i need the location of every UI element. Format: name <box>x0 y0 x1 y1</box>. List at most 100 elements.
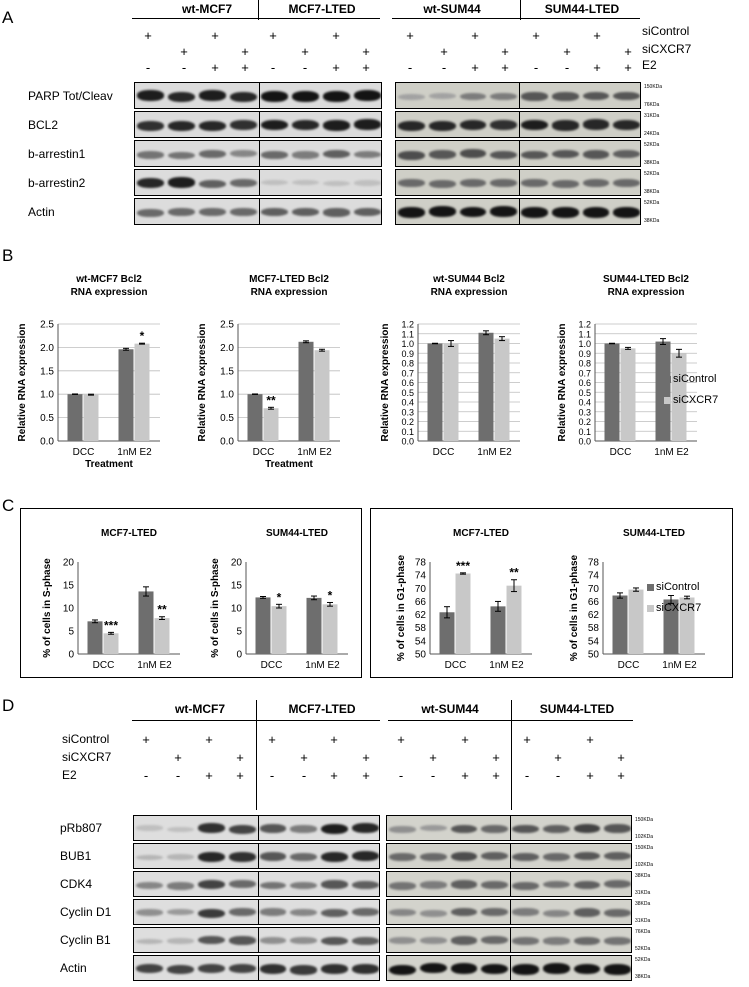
blot-lane-divider <box>259 83 260 108</box>
bar-chart-6: MCF7-LTED 50 54 58 62 66 70 74 78 % of cells in G… <box>396 528 532 671</box>
lane-sign-sicontrol: + <box>461 732 469 747</box>
blot-band <box>551 207 579 218</box>
blot-band <box>168 151 195 160</box>
bar-sicontrol <box>604 343 620 441</box>
x-tick-label: DCC <box>610 447 632 458</box>
bar-sicontrol <box>439 612 455 654</box>
x-tick-label: 1nM E2 <box>117 447 152 458</box>
blot-lane-divider <box>519 141 520 166</box>
group-label-wt-sum44: wt-SUM44 <box>423 2 481 16</box>
blot-strip-mcf7 <box>134 169 382 196</box>
blot-band <box>389 937 416 945</box>
y-tick-label: 0 <box>236 650 242 661</box>
blot-band <box>582 150 610 159</box>
y-tick-label: 0.5 <box>578 388 591 398</box>
blot-band <box>481 852 508 861</box>
blot-band <box>490 92 517 100</box>
blot-lane-divider <box>510 816 511 840</box>
bar-chart-4: MCF7-LTED 0 5 10 15 20 % of cells in S-phase DC… <box>42 528 180 671</box>
blot-band <box>573 908 601 917</box>
blot-strip-mcf7 <box>134 140 382 167</box>
blot-band <box>230 120 257 131</box>
kda-marker-label: 24KDa <box>644 131 660 137</box>
blot-band <box>490 150 517 160</box>
blot-band <box>290 908 318 916</box>
condition-label-e2: E2 <box>642 58 657 72</box>
blot-band <box>398 120 425 131</box>
significance-marker: ** <box>157 603 167 617</box>
y-tick-label: 0 <box>68 650 74 661</box>
y-axis-label: % of cells in G1-phase <box>569 554 580 661</box>
y-tick-label: 0.7 <box>401 368 414 378</box>
lane-sign-sicontrol: + <box>332 28 340 43</box>
blot-lane-divider <box>259 112 260 137</box>
blot-strip-mcf7 <box>133 843 380 869</box>
blot-band <box>573 823 601 833</box>
significance-marker: * <box>328 588 333 602</box>
blot-band <box>613 207 640 218</box>
blot-band <box>292 208 319 217</box>
blot-band <box>259 851 287 861</box>
lane-sign-sicxcr7: + <box>362 44 370 59</box>
blot-band <box>166 965 194 975</box>
x-tick-label: 1nM E2 <box>489 660 524 671</box>
blot-band <box>230 150 257 158</box>
blot-strip-sum44 <box>395 140 641 167</box>
lane-sign-sicontrol: + <box>205 732 213 747</box>
blot-band <box>604 908 631 917</box>
y-tick-label: 5 <box>236 627 242 638</box>
blot-band <box>512 908 539 916</box>
blot-lane-divider <box>510 956 511 980</box>
lane-sign-sicontrol: + <box>269 28 277 43</box>
blot-lane-divider <box>519 112 520 137</box>
kda-marker-label: 38KDa <box>635 974 651 980</box>
blot-strip-mcf7 <box>133 955 380 981</box>
blot-band <box>573 851 601 861</box>
blot-band <box>398 150 425 160</box>
blot-band <box>261 150 288 159</box>
kda-marker-label: 102KDa <box>635 862 654 868</box>
y-tick-label: 0.3 <box>401 407 414 417</box>
blot-band <box>450 824 478 834</box>
blot-band <box>398 207 425 218</box>
blot-band <box>604 964 631 975</box>
y-tick-label: 2.0 <box>40 343 54 354</box>
blot-band <box>228 963 256 973</box>
kda-marker-label: 38KDa <box>635 873 651 879</box>
kda-marker-label: 52KDa <box>644 171 660 177</box>
bar-sicontrol <box>427 343 443 441</box>
blot-band <box>582 91 610 101</box>
bar-sicxcr7 <box>455 573 471 654</box>
chart-title: MCF7-LTED Bcl2 RNA expression <box>249 274 329 298</box>
blot-band <box>168 92 195 103</box>
lane-sign-sicxcr7: + <box>563 44 571 59</box>
group-underline <box>132 18 380 19</box>
blot-band <box>521 92 548 101</box>
lane-sign-sicxcr7: + <box>501 44 509 59</box>
blot-band <box>261 180 288 186</box>
blot-band <box>542 937 570 945</box>
blot-band <box>197 908 225 919</box>
y-tick-label: 78 <box>415 558 427 569</box>
y-tick-label: 0.8 <box>401 359 414 369</box>
bar-sicxcr7 <box>671 353 687 441</box>
bar-sicxcr7 <box>103 633 119 654</box>
blot-band <box>136 854 163 861</box>
x-tick-label: 1nM E2 <box>662 660 697 671</box>
blot-band <box>290 825 318 833</box>
y-tick-label: 66 <box>588 597 600 608</box>
blot-band <box>604 937 631 945</box>
y-tick-label: 20 <box>231 558 243 569</box>
bar-sicxcr7 <box>322 604 338 654</box>
chart-title: MCF7-LTED <box>453 528 509 539</box>
blot-band <box>398 178 425 187</box>
legend-swatch-sicxcr7 <box>647 605 654 612</box>
blot-band <box>551 179 579 188</box>
blot-strip-sum44 <box>386 899 632 925</box>
kda-marker-label: 31KDa <box>635 890 651 896</box>
lane-sign-sicontrol: + <box>406 28 414 43</box>
blot-lane-divider <box>257 816 259 840</box>
blot-band <box>230 208 257 217</box>
bar-sicxcr7 <box>506 585 522 654</box>
blot-band <box>428 180 456 189</box>
